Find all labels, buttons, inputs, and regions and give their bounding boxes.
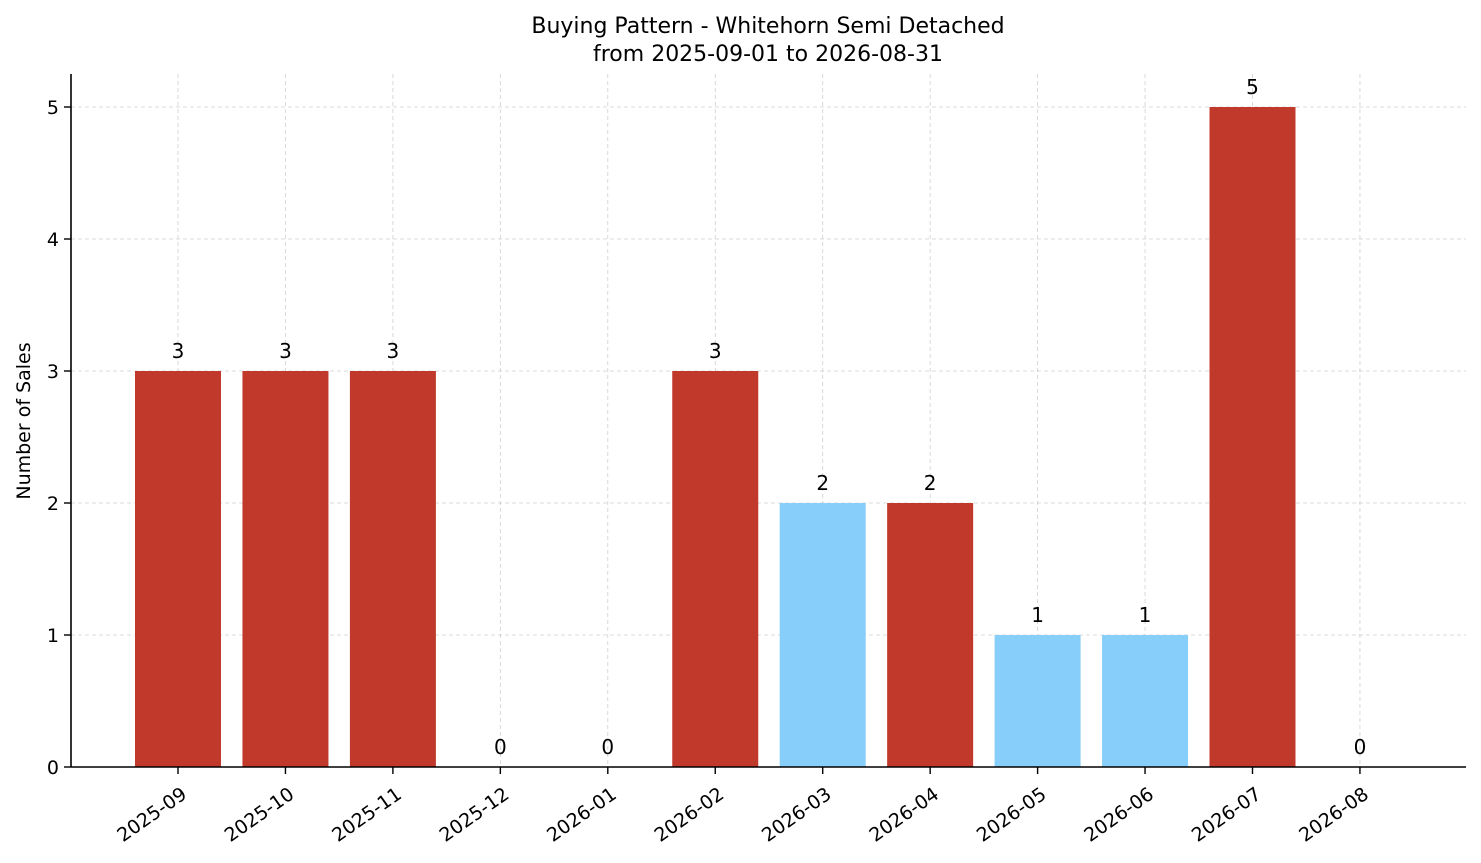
y-tick-label: 3 — [47, 361, 59, 383]
y-tick-label: 5 — [47, 97, 59, 119]
x-tick-label: 2026-01 — [543, 783, 621, 847]
x-tick-label: 2026-02 — [650, 783, 728, 847]
x-tick-label: 2025-12 — [436, 783, 514, 847]
bar-2025-09 — [135, 371, 221, 767]
y-ticks: 0 1 2 3 4 5 — [47, 97, 71, 779]
bar-2026-03 — [779, 503, 866, 767]
bar-value-labels: 3 3 3 0 0 3 2 2 1 1 5 0 — [172, 75, 1367, 759]
chart-subtitle: from 2025-09-01 to 2026-08-31 — [593, 42, 943, 67]
x-tick-label: 2025-11 — [328, 783, 406, 847]
bar-value-label: 2 — [816, 471, 829, 495]
bar-value-label: 2 — [924, 471, 937, 495]
bar-2026-05 — [994, 635, 1081, 767]
axes — [70, 74, 1466, 768]
bar-2026-06 — [1102, 635, 1189, 767]
x-tick-label: 2026-05 — [973, 783, 1051, 847]
bar-value-label: 0 — [1354, 735, 1367, 759]
y-tick-label: 1 — [47, 625, 59, 647]
y-tick-label: 4 — [47, 229, 59, 251]
bar-2026-02 — [672, 371, 759, 767]
bar-value-label: 5 — [1246, 75, 1259, 99]
bar-2025-10 — [242, 371, 329, 767]
y-tick-label: 0 — [47, 757, 59, 779]
x-tick-label: 2026-04 — [865, 783, 943, 847]
bar-2026-07 — [1209, 107, 1296, 767]
bar-value-label: 3 — [172, 339, 185, 363]
bar-value-label: 0 — [494, 735, 507, 759]
x-tick-label: 2026-03 — [758, 783, 836, 847]
x-ticks: 2025-09 2025-10 2025-11 2025-12 2026-01 2026-… — [113, 767, 1373, 847]
bar-value-label: 0 — [601, 735, 614, 759]
x-tick-label: 2025-10 — [221, 783, 299, 847]
bar-value-label: 1 — [1139, 603, 1152, 627]
y-axis-label: Number of Sales — [13, 342, 35, 499]
x-tick-label: 2025-09 — [113, 783, 191, 847]
bar-2026-04 — [887, 503, 974, 767]
bar-2025-11 — [349, 371, 436, 767]
y-tick-label: 2 — [47, 493, 59, 515]
bar-value-label: 1 — [1031, 603, 1044, 627]
x-tick-label: 2026-08 — [1295, 783, 1373, 847]
bar-value-label: 3 — [709, 339, 722, 363]
bars — [135, 107, 1296, 767]
chart-title: Buying Pattern - Whitehorn Semi Detached — [531, 14, 1004, 39]
x-tick-label: 2026-07 — [1188, 783, 1266, 847]
bar-value-label: 3 — [387, 339, 400, 363]
bar-value-label: 3 — [279, 339, 292, 363]
x-tick-label: 2026-06 — [1080, 783, 1158, 847]
